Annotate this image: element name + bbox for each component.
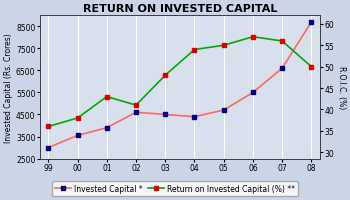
Return on Invested Capital (%) ** [309,66,314,68]
Invested Capital * [163,114,167,116]
Legend: Invested Capital *, Return on Invested Capital (%) **: Invested Capital *, Return on Invested C… [52,181,298,196]
Line: Return on Invested Capital (%) **: Return on Invested Capital (%) ** [46,35,314,129]
Return on Invested Capital (%) ** [134,104,138,107]
Return on Invested Capital (%) ** [222,45,226,47]
Invested Capital * [105,127,109,129]
Return on Invested Capital (%) ** [76,117,80,120]
Return on Invested Capital (%) ** [251,36,255,39]
Title: RETURN ON INVESTED CAPITAL: RETURN ON INVESTED CAPITAL [83,4,277,14]
Return on Invested Capital (%) ** [105,96,109,98]
Y-axis label: Invested Capital (Rs. Crores): Invested Capital (Rs. Crores) [4,33,13,142]
Line: Invested Capital *: Invested Capital * [46,20,314,150]
Invested Capital * [193,116,197,118]
Invested Capital * [76,135,80,137]
Invested Capital * [46,147,50,149]
Invested Capital * [134,112,138,114]
Y-axis label: R.O.I.C. (%): R.O.I.C. (%) [337,66,346,109]
Return on Invested Capital (%) ** [163,75,167,77]
Return on Invested Capital (%) ** [46,126,50,128]
Invested Capital * [222,109,226,112]
Invested Capital * [251,92,255,94]
Invested Capital * [280,68,284,70]
Invested Capital * [309,22,314,24]
Return on Invested Capital (%) ** [193,49,197,51]
Return on Invested Capital (%) ** [280,41,284,43]
